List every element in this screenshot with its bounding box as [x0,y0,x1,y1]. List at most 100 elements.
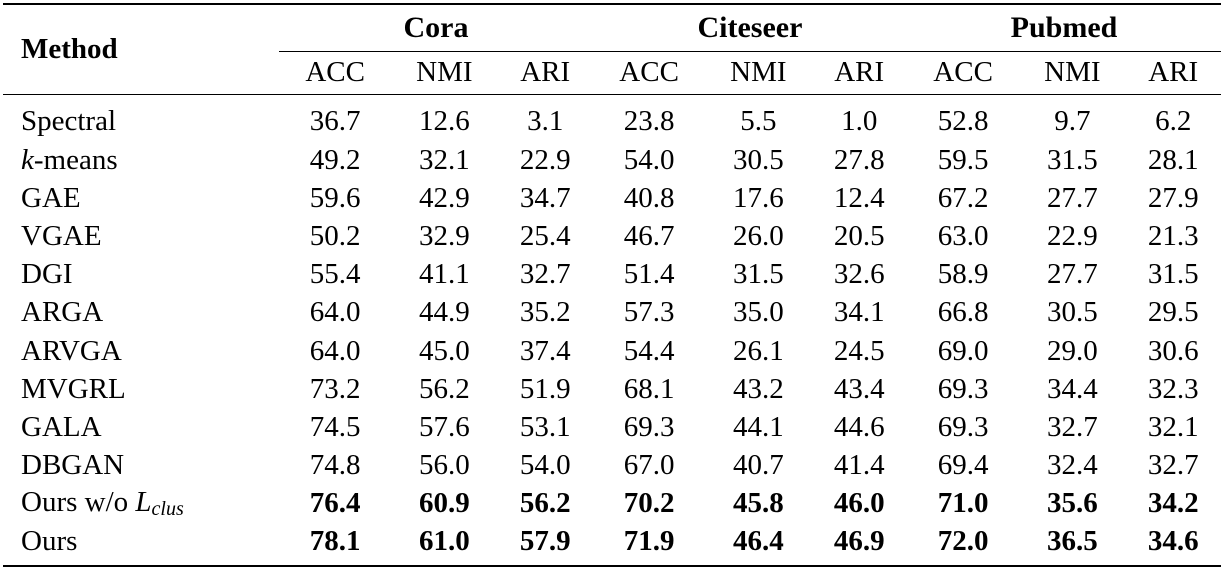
table-cell: 41.4 [833,449,885,482]
method-label: GAE [21,181,81,214]
table-cell: 9.7 [1054,104,1091,137]
metric-header-citeseer-nmi: NMI [730,55,787,88]
table-row: Ours w/o Lclus 76.4 60.9 56.2 70.2 45.8 … [3,485,1221,523]
table-cell: 46.4 [732,525,784,558]
metric-header-row: ACC NMI ARI ACC NMI ARI ACC NMI ARI [3,52,1221,95]
table-cell: 44.6 [833,410,885,443]
metric-header-cora-ari: ARI [520,55,571,88]
method-label: VGAE [21,219,102,252]
results-table-figure: Method Cora Citeseer Pubmed ACC NMI ARI … [3,4,1221,567]
table-row: MVGRL 73.2 56.2 51.9 68.1 43.2 43.4 69.3… [3,370,1221,408]
metric-header-cora-acc: ACC [305,55,365,88]
table-cell: 31.5 [1147,258,1199,291]
table-cell: 64.0 [309,296,361,329]
table-cell: 78.1 [309,525,361,558]
table-row: k-means 49.2 32.1 22.9 54.0 30.5 27.8 59… [3,141,1221,179]
table-cell: 59.5 [937,143,989,176]
table-cell: 44.1 [732,410,784,443]
table-cell: 43.4 [833,372,885,405]
table-cell: 20.5 [833,219,885,252]
table-cell: 6.2 [1155,104,1192,137]
table-cell: 34.4 [1046,372,1098,405]
table-cell: 5.5 [740,104,777,137]
table-cell: 12.4 [833,181,885,214]
table-cell: 31.5 [732,258,784,291]
table-cell: 41.1 [418,258,470,291]
method-label: DGI [21,258,73,291]
table-cell: 31.5 [1046,143,1098,176]
method-label: Ours w/o Lclus [3,485,279,523]
method-label-text: Ours w/o [21,486,136,519]
table-cell: 69.3 [937,410,989,443]
table-cell: 50.2 [309,219,361,252]
method-label: k-means [3,141,279,179]
table-cell: 40.8 [623,181,675,214]
table-cell: 32.7 [1046,410,1098,443]
results-table: Method Cora Citeseer Pubmed ACC NMI ARI … [3,3,1221,567]
results-body: Spectral 36.7 12.6 3.1 23.8 5.5 1.0 52.8… [3,94,1221,567]
table-cell: 54.0 [623,143,675,176]
table-cell: 56.0 [418,449,470,482]
table-cell: 51.4 [623,258,675,291]
table-cell: 72.0 [937,525,989,558]
table-row: ARGA 64.0 44.9 35.2 57.3 35.0 34.1 66.8 … [3,294,1221,332]
table-cell: 55.4 [309,258,361,291]
table-cell: 1.0 [841,104,878,137]
table-cell: 26.1 [732,334,784,367]
table-row: GALA 74.5 57.6 53.1 69.3 44.1 44.6 69.3 … [3,408,1221,446]
table-cell: 69.4 [937,449,989,482]
table-cell: 58.9 [937,258,989,291]
table-cell: 49.2 [309,143,361,176]
table-cell: 57.6 [418,410,470,443]
table-cell: 56.2 [418,372,470,405]
table-cell: 56.2 [519,487,571,520]
table-cell: 44.9 [418,296,470,329]
table-cell: 71.0 [937,487,989,520]
table-cell: 71.9 [623,525,675,558]
metric-header-pubmed-nmi: NMI [1044,55,1101,88]
table-cell: 3.1 [527,104,564,137]
metric-header-pubmed-acc: ACC [933,55,993,88]
table-cell: 53.1 [519,410,571,443]
table-cell: 32.3 [1147,372,1199,405]
table-cell: 32.4 [1046,449,1098,482]
table-cell: 27.7 [1046,258,1098,291]
table-cell: 22.9 [1046,219,1098,252]
table-cell: 25.4 [519,219,571,252]
method-label-text: -means [33,143,118,176]
method-label-math: L [135,486,152,519]
table-cell: 73.2 [309,372,361,405]
table-cell: 67.2 [937,181,989,214]
table-cell: 32.7 [519,258,571,291]
table-cell: 46.7 [623,219,675,252]
table-cell: 27.8 [833,143,885,176]
method-label: Spectral [21,104,117,137]
table-cell: 21.3 [1147,219,1199,252]
table-cell: 12.6 [418,104,470,137]
table-cell: 32.7 [1147,449,1199,482]
table-cell: 70.2 [623,487,675,520]
table-row: ARVGA 64.0 45.0 37.4 54.4 26.1 24.5 69.0… [3,332,1221,370]
table-cell: 54.4 [623,334,675,367]
table-cell: 30.5 [1046,296,1098,329]
table-cell: 69.0 [937,334,989,367]
table-row: VGAE 50.2 32.9 25.4 46.7 26.0 20.5 63.0 … [3,217,1221,255]
table-row: DGI 55.4 41.1 32.7 51.4 31.5 32.6 58.9 2… [3,256,1221,294]
table-cell: 36.5 [1046,525,1098,558]
group-header-cora: Cora [279,4,593,52]
method-label-subscript: clus [151,498,184,521]
table-cell: 74.5 [309,410,361,443]
method-label: DBGAN [21,449,125,482]
group-header-citeseer: Citeseer [592,4,907,52]
table-row: Spectral 36.7 12.6 3.1 23.8 5.5 1.0 52.8… [3,94,1221,142]
table-cell: 69.3 [623,410,675,443]
table-cell: 63.0 [937,219,989,252]
table-cell: 37.4 [519,334,571,367]
table-cell: 46.0 [833,487,885,520]
table-cell: 45.8 [732,487,784,520]
table-cell: 67.0 [623,449,675,482]
table-cell: 34.1 [833,296,885,329]
method-header: Method [21,33,118,65]
table-cell: 45.0 [418,334,470,367]
table-cell: 27.7 [1046,181,1098,214]
